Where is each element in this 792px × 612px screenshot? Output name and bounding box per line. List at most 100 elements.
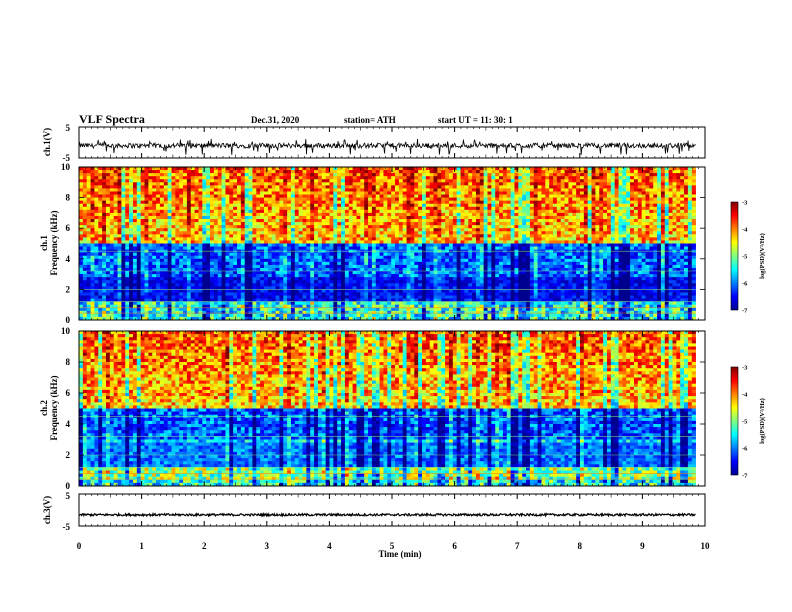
spectrogram-cell [618, 188, 623, 192]
spectrogram-cell [691, 234, 696, 238]
spectrogram-cell [217, 179, 222, 183]
spectrogram-cell [194, 215, 199, 220]
spectrogram-cell [213, 237, 219, 241]
spectrogram-cell [198, 222, 203, 226]
spectrogram-cell [271, 209, 276, 214]
spectrogram-cell [240, 185, 246, 189]
spectrogram-cell [526, 179, 531, 183]
spectrogram-cell [306, 222, 311, 226]
spectrogram-cell [545, 194, 550, 198]
spectrogram-cell [676, 219, 681, 223]
spectrogram-cell [630, 228, 635, 232]
spectrogram-cell [352, 219, 357, 223]
spectrogram-cell [260, 206, 265, 211]
spectrogram-cell [595, 231, 600, 235]
spectrogram-cell [676, 228, 681, 232]
spectrogram-cell [263, 237, 269, 241]
spectrogram-cell [321, 258, 326, 263]
spectrogram-cell [421, 200, 427, 205]
spectrogram-cell [333, 228, 338, 232]
spectrogram-cell [217, 191, 222, 195]
spectrogram-cell [375, 258, 380, 263]
spectrogram-cell [391, 225, 396, 229]
spectrogram-cell [233, 212, 238, 217]
spectrogram-cell [210, 225, 215, 229]
spectrogram-cell [213, 197, 219, 201]
spectrogram-cell [518, 167, 523, 171]
spectrogram-cell [364, 212, 369, 217]
spectrogram-cell [140, 252, 145, 257]
spectrogram-cell [136, 215, 141, 220]
spectrogram-cell [614, 203, 619, 208]
spectrogram-cell [437, 246, 442, 250]
spectrogram-cell [618, 197, 623, 201]
spectrogram-cell [186, 246, 192, 250]
spectrogram-cell [144, 261, 149, 266]
spectrogram-cell [136, 243, 141, 247]
spectrogram-cell [82, 252, 87, 257]
spectrogram-cell [109, 182, 114, 186]
spectrogram-cell [687, 258, 693, 263]
spectrogram-cell [298, 206, 303, 211]
spectrogram-cell [680, 219, 685, 223]
spectrogram-cell [325, 219, 330, 223]
spectrogram-cell [159, 200, 165, 205]
spectrogram-cell [587, 240, 592, 244]
spectrogram-cell [310, 231, 315, 235]
spectrogram-cell [283, 222, 288, 226]
spectrogram-cell [395, 215, 400, 220]
spectrogram-cell [391, 209, 396, 214]
spectrogram-cell [306, 197, 311, 201]
spectrogram-cell [202, 209, 207, 214]
spectrogram-cell [341, 252, 346, 257]
spectrogram-cell [645, 240, 650, 244]
spectrogram-cell [479, 225, 484, 229]
spectrogram-cell [445, 197, 450, 201]
spectrogram-cell [441, 219, 446, 223]
spectrogram-cell [240, 228, 246, 232]
spectrogram-cell [406, 225, 411, 229]
spectrogram-cell [90, 182, 95, 186]
spectrogram-cell [140, 206, 145, 211]
spectrogram-cell [618, 228, 623, 232]
spectrogram-cell [402, 240, 407, 244]
spectrogram-cell [337, 231, 342, 235]
spectrogram-cell [186, 215, 192, 220]
spectrogram-cell [375, 225, 380, 229]
spectrogram-cell [526, 225, 531, 229]
spectrogram-cell [456, 246, 461, 250]
spectrogram-cell [102, 228, 107, 232]
spectrogram-cell [337, 188, 342, 192]
spectrogram-cell [495, 234, 500, 238]
spectrogram-cell [129, 197, 134, 201]
spectrogram-cell [641, 215, 646, 220]
spectrogram-cell [94, 185, 99, 189]
spectrogram-cell [680, 173, 685, 177]
spectrogram-cell [637, 212, 642, 217]
spectrogram-cell [414, 237, 419, 241]
spectrogram-cell [294, 200, 299, 205]
spectrogram-cell [395, 219, 400, 223]
spectrogram-cell [387, 243, 392, 247]
spectrogram-cell [279, 237, 284, 241]
spectrogram-cell [595, 234, 600, 238]
spectrogram-cell [626, 252, 631, 257]
spectrogram-cell [691, 176, 696, 180]
spectrogram-cell [633, 237, 639, 241]
spectrogram-cell [553, 222, 558, 226]
spectrogram-cell [171, 228, 176, 232]
spectrogram-cell [352, 212, 357, 217]
spectrogram-cell [368, 209, 373, 214]
spectrogram-cell [680, 197, 685, 201]
spectrogram-cell [229, 243, 234, 247]
spectrogram-cell [202, 197, 207, 201]
spectrogram-cell [333, 231, 338, 235]
spectrogram-cell [572, 191, 577, 195]
spectrogram-cell [159, 176, 165, 180]
spectrogram-cell [275, 246, 280, 250]
spectrogram-cell [606, 234, 612, 238]
spectrogram-cell [483, 176, 488, 180]
spectrogram-cell [352, 179, 357, 183]
spectrogram-cell [522, 246, 527, 250]
spectrogram-cell [556, 228, 562, 232]
